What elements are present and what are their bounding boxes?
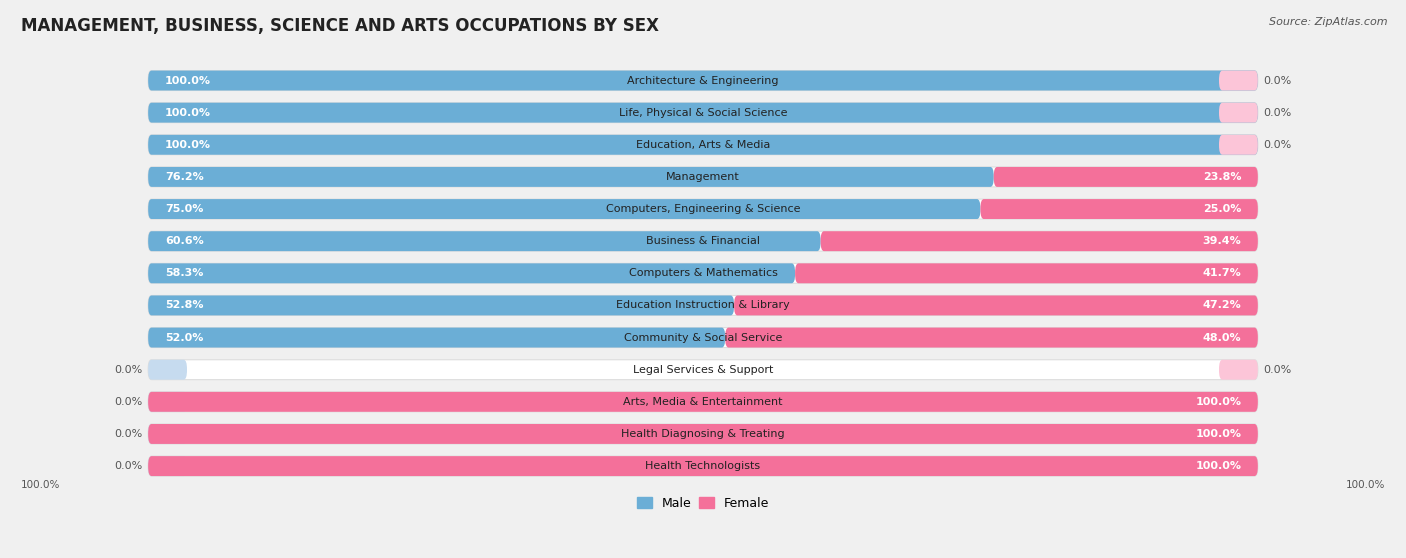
Text: Arts, Media & Entertainment: Arts, Media & Entertainment [623,397,783,407]
FancyBboxPatch shape [1219,103,1258,123]
Text: 0.0%: 0.0% [1264,365,1292,375]
FancyBboxPatch shape [148,70,1258,90]
Text: Architecture & Engineering: Architecture & Engineering [627,75,779,85]
FancyBboxPatch shape [1219,70,1258,90]
FancyBboxPatch shape [148,424,187,444]
Text: Community & Social Service: Community & Social Service [624,333,782,343]
FancyBboxPatch shape [148,135,1258,155]
Text: 0.0%: 0.0% [114,397,142,407]
Text: 52.8%: 52.8% [165,300,204,310]
FancyBboxPatch shape [148,103,1258,123]
Text: 41.7%: 41.7% [1202,268,1241,278]
Text: 0.0%: 0.0% [1264,108,1292,118]
Legend: Male, Female: Male, Female [631,492,775,515]
FancyBboxPatch shape [821,231,1258,251]
FancyBboxPatch shape [148,456,1258,476]
FancyBboxPatch shape [734,296,1258,315]
Text: 48.0%: 48.0% [1202,333,1241,343]
FancyBboxPatch shape [1219,360,1258,379]
Text: 47.2%: 47.2% [1202,300,1241,310]
Text: 100.0%: 100.0% [165,108,211,118]
FancyBboxPatch shape [148,103,1258,123]
FancyBboxPatch shape [148,392,1258,412]
FancyBboxPatch shape [148,231,821,251]
Text: Legal Services & Support: Legal Services & Support [633,365,773,375]
Text: 0.0%: 0.0% [114,365,142,375]
FancyBboxPatch shape [148,392,187,412]
FancyBboxPatch shape [148,70,1258,90]
Text: 52.0%: 52.0% [165,333,204,343]
Text: 58.3%: 58.3% [165,268,204,278]
Text: Management: Management [666,172,740,182]
FancyBboxPatch shape [148,360,187,379]
FancyBboxPatch shape [725,328,1258,348]
FancyBboxPatch shape [148,199,1258,219]
Text: 100.0%: 100.0% [1346,480,1385,490]
Text: 0.0%: 0.0% [1264,75,1292,85]
Text: 0.0%: 0.0% [114,429,142,439]
Text: 0.0%: 0.0% [114,461,142,471]
Text: 75.0%: 75.0% [165,204,204,214]
FancyBboxPatch shape [1219,135,1258,155]
Text: 25.0%: 25.0% [1202,204,1241,214]
FancyBboxPatch shape [148,360,1258,379]
FancyBboxPatch shape [148,263,796,283]
FancyBboxPatch shape [148,296,734,315]
Text: 76.2%: 76.2% [165,172,204,182]
Text: Computers & Mathematics: Computers & Mathematics [628,268,778,278]
FancyBboxPatch shape [148,456,1258,476]
Text: 100.0%: 100.0% [21,480,60,490]
Text: Health Technologists: Health Technologists [645,461,761,471]
FancyBboxPatch shape [980,199,1258,219]
Text: 100.0%: 100.0% [1195,397,1241,407]
Text: MANAGEMENT, BUSINESS, SCIENCE AND ARTS OCCUPATIONS BY SEX: MANAGEMENT, BUSINESS, SCIENCE AND ARTS O… [21,17,659,35]
Text: 23.8%: 23.8% [1202,172,1241,182]
Text: 39.4%: 39.4% [1202,236,1241,246]
Text: 100.0%: 100.0% [165,140,211,150]
FancyBboxPatch shape [148,263,1258,283]
FancyBboxPatch shape [148,456,187,476]
Text: Life, Physical & Social Science: Life, Physical & Social Science [619,108,787,118]
FancyBboxPatch shape [148,231,1258,251]
Text: Business & Financial: Business & Financial [645,236,761,246]
FancyBboxPatch shape [148,296,1258,315]
FancyBboxPatch shape [148,392,1258,412]
Text: 100.0%: 100.0% [1195,429,1241,439]
FancyBboxPatch shape [994,167,1258,187]
Text: 100.0%: 100.0% [165,75,211,85]
Text: 0.0%: 0.0% [1264,140,1292,150]
FancyBboxPatch shape [148,135,1258,155]
FancyBboxPatch shape [148,167,994,187]
Text: 60.6%: 60.6% [165,236,204,246]
FancyBboxPatch shape [148,424,1258,444]
Text: Education, Arts & Media: Education, Arts & Media [636,140,770,150]
FancyBboxPatch shape [148,199,980,219]
FancyBboxPatch shape [148,328,725,348]
Text: Source: ZipAtlas.com: Source: ZipAtlas.com [1270,17,1388,27]
Text: Health Diagnosing & Treating: Health Diagnosing & Treating [621,429,785,439]
FancyBboxPatch shape [148,328,1258,348]
Text: 100.0%: 100.0% [1195,461,1241,471]
Text: Computers, Engineering & Science: Computers, Engineering & Science [606,204,800,214]
Text: Education Instruction & Library: Education Instruction & Library [616,300,790,310]
FancyBboxPatch shape [796,263,1258,283]
FancyBboxPatch shape [148,167,1258,187]
FancyBboxPatch shape [148,424,1258,444]
